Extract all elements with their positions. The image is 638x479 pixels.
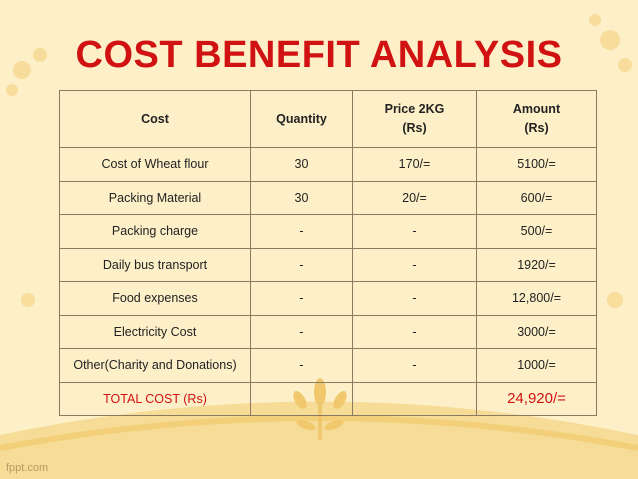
total-price-empty [352, 381, 477, 416]
cell-cost: Food expenses [59, 281, 251, 316]
header-amount: Amount (Rs) [476, 90, 597, 148]
cell-cost: Cost of Wheat flour [59, 147, 251, 182]
cell-amount: 1920/= [476, 247, 597, 282]
slide-title: COST BENEFIT ANALYSIS [75, 34, 563, 76]
header-price: Price 2KG (Rs) [352, 90, 477, 148]
cell-cost: Packing Material [59, 180, 251, 215]
table-row: Daily bus transport - - 1920/= [59, 247, 597, 282]
table-row: Cost of Wheat flour 30 170/= 5100/= [59, 147, 597, 182]
table-row: Packing charge - - 500/= [59, 214, 597, 249]
cell-quantity: - [250, 314, 353, 349]
header-amount-line2: (Rs) [524, 121, 549, 135]
total-label: TOTAL COST (Rs) [59, 381, 251, 416]
cell-amount: 1000/= [476, 348, 597, 383]
cell-quantity: - [250, 247, 353, 282]
header-price-line2: (Rs) [402, 121, 427, 135]
cell-price: - [352, 214, 477, 249]
cell-quantity: 30 [250, 180, 353, 215]
cell-price: - [352, 281, 477, 316]
cell-amount: 12,800/= [476, 281, 597, 316]
header-cost: Cost [59, 90, 251, 148]
total-amount: 24,920/= [476, 381, 597, 416]
cell-quantity: - [250, 214, 353, 249]
cell-quantity: 30 [250, 147, 353, 182]
cell-quantity: - [250, 281, 353, 316]
total-row: TOTAL COST (Rs) 24,920/= [59, 381, 597, 416]
cell-cost: Daily bus transport [59, 247, 251, 282]
table-row: Packing Material 30 20/= 600/= [59, 180, 597, 215]
cell-price: - [352, 247, 477, 282]
cell-amount: 3000/= [476, 314, 597, 349]
brand-watermark: fppt.com [6, 462, 49, 474]
header-quantity: Quantity [250, 90, 353, 148]
cell-price: 20/= [352, 180, 477, 215]
header-price-line1: Price 2KG [384, 102, 445, 116]
cell-amount: 500/= [476, 214, 597, 249]
cell-cost: Other(Charity and Donations) [59, 348, 251, 383]
table-row: Food expenses - - 12,800/= [59, 281, 597, 316]
table-row: Other(Charity and Donations) - - 1000/= [59, 348, 597, 383]
header-amount-line1: Amount [512, 102, 561, 116]
cell-cost: Electricity Cost [59, 314, 251, 349]
cell-amount: 5100/= [476, 147, 597, 182]
cell-amount: 600/= [476, 180, 597, 215]
table-row: Electricity Cost - - 3000/= [59, 314, 597, 349]
total-quantity-empty [250, 381, 353, 416]
cell-price: - [352, 348, 477, 383]
cell-quantity: - [250, 348, 353, 383]
cell-cost: Packing charge [59, 214, 251, 249]
cell-price: 170/= [352, 147, 477, 182]
table-header-row: Cost Quantity Price 2KG (Rs) Amount (Rs) [59, 90, 597, 148]
cost-table: Cost Quantity Price 2KG (Rs) Amount (Rs) C… [59, 90, 597, 416]
cell-price: - [352, 314, 477, 349]
